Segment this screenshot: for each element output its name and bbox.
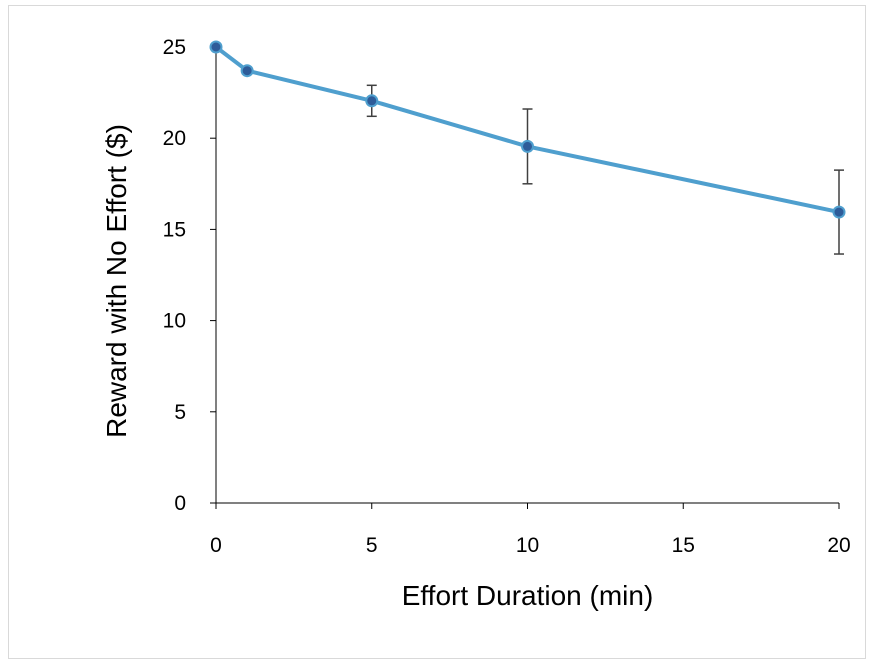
data-point [240,64,254,78]
x-tick-label: 5 [366,534,378,557]
tick-labels: 0 5 10 15 20 25 0 5 10 15 20 [163,36,851,557]
axes [210,45,840,509]
data-point [365,94,379,108]
y-tick-label: 10 [163,310,186,333]
data-markers [209,40,846,219]
x-tick-label: 0 [210,534,222,557]
data-point [209,40,223,54]
y-tick-label: 5 [174,401,186,424]
y-tick-label: 0 [174,492,186,515]
y-axis-title: Reward with No Effort ($) [101,124,132,438]
x-tick-label: 10 [516,534,539,557]
data-point [521,139,534,153]
y-tick-label: 25 [163,36,186,59]
x-axis-title: Effort Duration (min) [402,580,654,611]
error-bars [366,84,844,255]
x-tick-label: 15 [672,534,695,557]
x-tick-label: 20 [827,534,850,557]
chart-frame [8,5,866,659]
data-point [832,205,846,219]
y-tick-label: 20 [163,127,186,150]
y-tick-label: 15 [163,218,186,241]
